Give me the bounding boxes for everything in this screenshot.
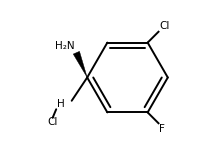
Text: F: F	[159, 124, 165, 134]
Text: H₂N: H₂N	[55, 41, 75, 51]
Polygon shape	[73, 51, 87, 78]
Text: Cl: Cl	[48, 117, 58, 127]
Text: Cl: Cl	[159, 21, 170, 31]
Text: H: H	[57, 99, 65, 109]
